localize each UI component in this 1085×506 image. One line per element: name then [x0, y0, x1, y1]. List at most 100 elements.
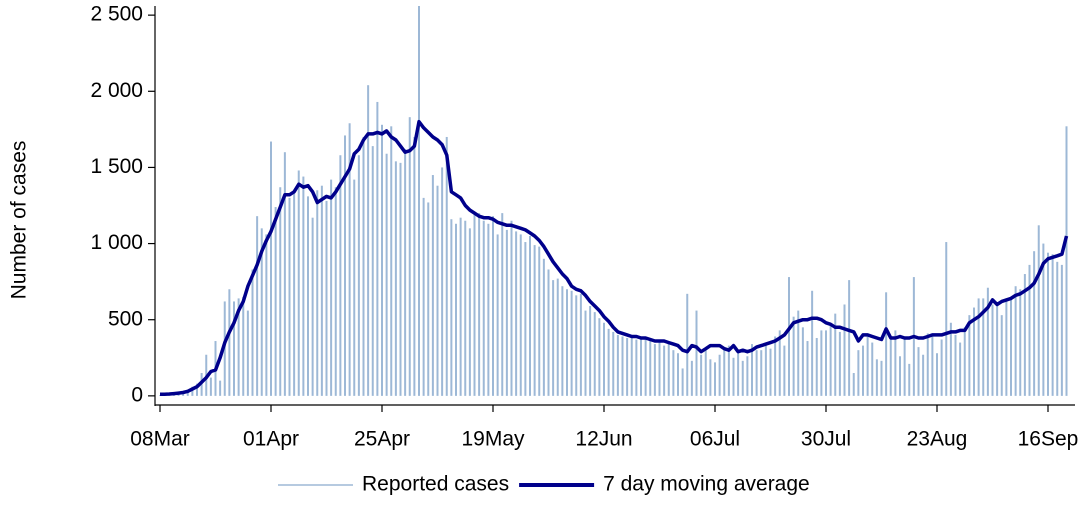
bar: [293, 191, 296, 396]
bar: [871, 342, 874, 396]
bar: [334, 187, 337, 396]
bar: [242, 296, 245, 396]
bar: [603, 322, 605, 396]
bar: [908, 363, 911, 396]
bar: [797, 310, 800, 396]
bar: [718, 354, 721, 396]
bar: [381, 124, 383, 396]
bar: [1042, 243, 1045, 396]
bar: [806, 341, 809, 396]
bar: [820, 330, 823, 396]
bar: [260, 228, 263, 396]
bar: [496, 234, 499, 396]
bar: [607, 328, 610, 396]
bar: [399, 162, 402, 396]
bar: [704, 350, 707, 396]
bar: [986, 287, 989, 396]
bar: [547, 269, 550, 396]
bar: [769, 348, 772, 396]
bar: [505, 229, 508, 396]
bar: [431, 175, 434, 396]
bar: [219, 380, 222, 396]
bar: [482, 220, 485, 396]
bar: [1014, 286, 1017, 396]
bar: [1028, 264, 1031, 396]
bar: [524, 242, 527, 396]
bar: [1056, 261, 1059, 396]
bar: [931, 334, 934, 396]
bar: [630, 336, 633, 396]
bar: [1051, 254, 1054, 396]
bar: [968, 315, 971, 396]
bar: [593, 312, 596, 396]
bar: [658, 339, 661, 396]
bar: [598, 318, 601, 396]
y-tick-label: 2 000: [90, 79, 143, 102]
bar: [422, 197, 425, 396]
bar: [1033, 251, 1036, 396]
bar: [233, 301, 235, 396]
bar: [829, 325, 832, 396]
bar: [746, 356, 749, 396]
bar: [811, 290, 814, 396]
bar: [246, 310, 249, 396]
bar: [274, 207, 277, 396]
bar: [751, 344, 753, 396]
bar: [270, 141, 272, 396]
bar: [852, 373, 855, 396]
moving-average-line: [160, 119, 1069, 397]
bar: [371, 146, 374, 396]
bar: [445, 136, 448, 396]
bar: [385, 153, 388, 396]
bar: [885, 292, 888, 396]
y-tick-label: 0: [131, 383, 143, 406]
bar: [723, 348, 726, 396]
bar: [866, 334, 869, 396]
bar: [977, 298, 980, 396]
bar: [325, 200, 328, 396]
bar: [297, 170, 300, 396]
bar: [529, 235, 531, 396]
bar: [982, 298, 985, 396]
bar: [681, 368, 684, 396]
bar: [616, 334, 619, 396]
bar: [626, 337, 629, 396]
bar: [1047, 252, 1049, 396]
bar: [408, 117, 411, 396]
bar: [519, 234, 522, 396]
bar: [362, 136, 365, 396]
bar: [436, 185, 439, 396]
bar: [320, 185, 323, 396]
bar: [949, 322, 952, 396]
bar: [307, 196, 309, 396]
bar: [501, 213, 504, 396]
bar: [552, 280, 555, 396]
bar: [644, 337, 647, 396]
bar: [760, 350, 763, 396]
x-tick-label: 25Apr: [354, 428, 410, 451]
bar: [801, 327, 804, 396]
bar: [894, 330, 897, 396]
y-tick-label: 1 000: [90, 231, 143, 254]
bar: [945, 242, 948, 396]
bar: [778, 330, 781, 396]
bar: [954, 334, 957, 396]
y-tick-label: 1 500: [90, 155, 143, 178]
bar: [566, 289, 568, 396]
bar: [556, 278, 559, 396]
bar: [727, 345, 730, 396]
bar: [1010, 296, 1012, 396]
bar: [515, 231, 518, 396]
bar: [940, 339, 943, 396]
bar: [695, 310, 698, 396]
bar: [473, 213, 476, 396]
bar: [542, 258, 545, 396]
bar: [996, 302, 999, 396]
bar: [283, 152, 286, 396]
bar: [653, 344, 656, 396]
bar: [963, 327, 966, 396]
bar: [344, 135, 346, 396]
bar: [404, 149, 407, 396]
bar: [788, 277, 790, 396]
